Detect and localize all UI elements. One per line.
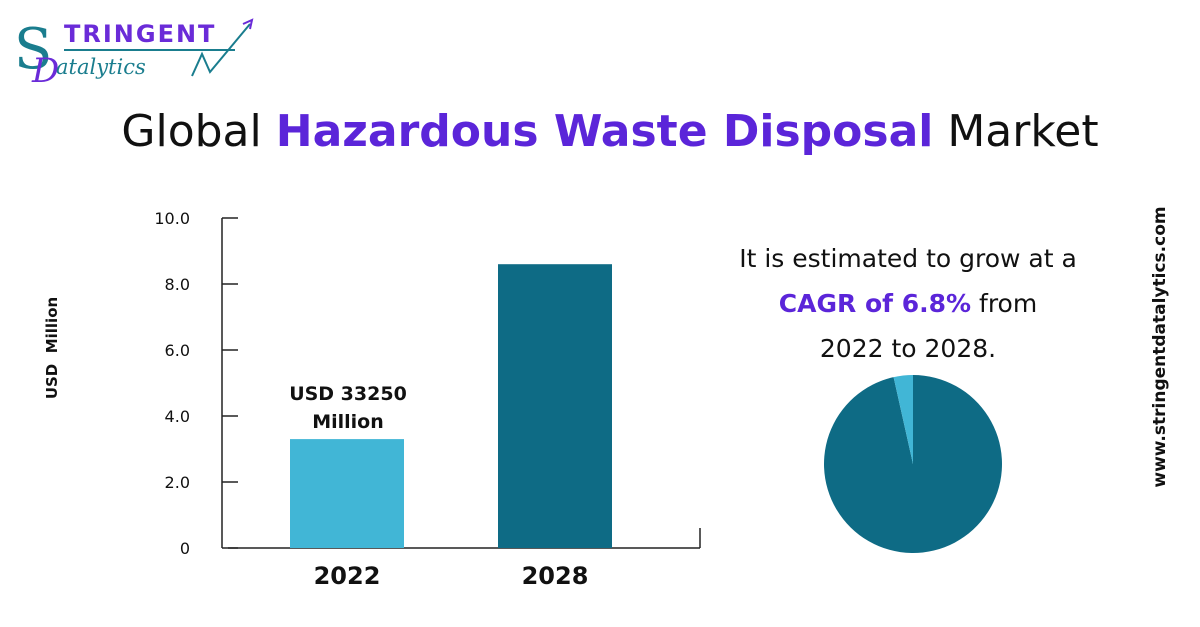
x-tick-label: 2022 [314, 562, 381, 590]
cagr-line2: CAGR of 6.8% from [706, 281, 1110, 326]
page-title: Global Hazardous Waste Disposal Market [0, 106, 1200, 157]
pie-slice [893, 375, 913, 464]
cagr-line3: 2022 to 2028. [819, 334, 997, 363]
y-tick-label: 10.0 [154, 209, 190, 228]
logo-arrow-icon [191, 23, 251, 77]
cagr-highlight: CAGR of 6.8% [778, 289, 972, 318]
y-tick-label: 4.0 [165, 407, 190, 426]
y-tick-label: 8.0 [165, 275, 190, 294]
bar-2028 [498, 264, 612, 548]
title-prefix: Global [121, 106, 262, 157]
y-tick-label: 6.0 [165, 341, 190, 360]
bar-2022-annotation: USD 33250 Million [278, 380, 418, 436]
annotation-line1: USD 33250 [289, 383, 407, 405]
y-tick-label: 2.0 [165, 473, 190, 492]
bar-chart: 10.0 8.0 6.0 4.0 2.0 0 2022 2028 [154, 209, 701, 590]
cagr-line1: It is estimated to grow at a [739, 244, 1077, 273]
logo-initial-d: D [31, 51, 59, 90]
cagr-line2-suffix: from [979, 289, 1038, 318]
y-tick-label: 0 [180, 539, 190, 558]
bar-2022 [290, 439, 404, 548]
pie-chart [824, 375, 1002, 553]
stringent-datalytics-logo: S D TRINGENT atalytics [14, 17, 254, 90]
cagr-statement: It is estimated to grow at a CAGR of 6.8… [706, 236, 1110, 371]
logo-name-line1: TRINGENT [64, 20, 216, 48]
website-url: www.stringentdatalytics.com [1150, 206, 1170, 488]
x-tick-label: 2028 [522, 562, 589, 590]
title-highlight: Hazardous Waste Disposal [275, 106, 934, 157]
title-suffix: Market [947, 106, 1099, 157]
logo-initial-s: S [14, 17, 52, 82]
logo-arrow-head-icon [242, 18, 254, 30]
annotation-line2: Million [312, 411, 384, 433]
logo-name-line2: atalytics [56, 55, 146, 79]
